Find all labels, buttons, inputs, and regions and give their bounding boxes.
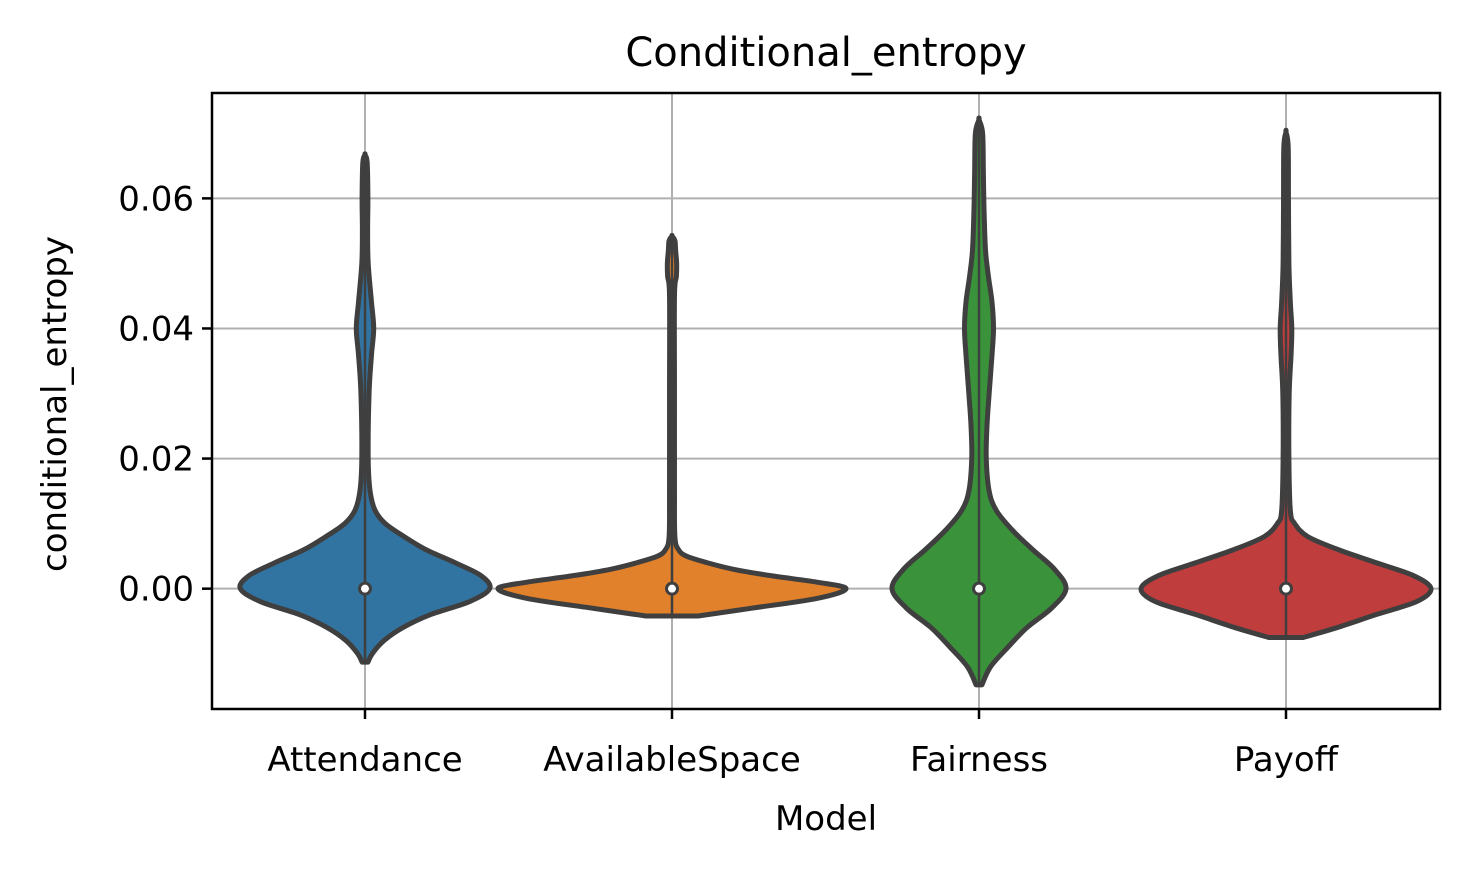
plot-frame [210,91,1442,711]
y-tick-label: 0.06 [118,179,194,219]
x-tick-label: Fairness [910,740,1048,780]
x-tick-label: Payoff [1234,740,1340,780]
y-tick-label: 0.00 [118,570,194,610]
chart-title: Conditional_entropy [625,30,1026,76]
x-tick-label: Attendance [267,740,462,780]
x-axis-ticks: Attendance AvailableSpace Fairness Payoff [267,709,1340,780]
median-marker-availablespace [665,581,679,596]
x-tick-label: AvailableSpace [543,740,801,780]
y-axis-label: conditional_entropy [35,236,75,572]
violins [237,115,1434,688]
median-marker-fairness [972,581,986,596]
x-axis-label: Model [775,799,877,839]
y-tick-label: 0.02 [118,440,194,480]
median-marker-attendance [358,581,372,596]
median-marker-payoff [1279,581,1293,596]
y-tick-label: 0.04 [118,309,194,349]
y-axis-ticks: 0.00 0.02 0.04 0.06 [118,179,212,610]
